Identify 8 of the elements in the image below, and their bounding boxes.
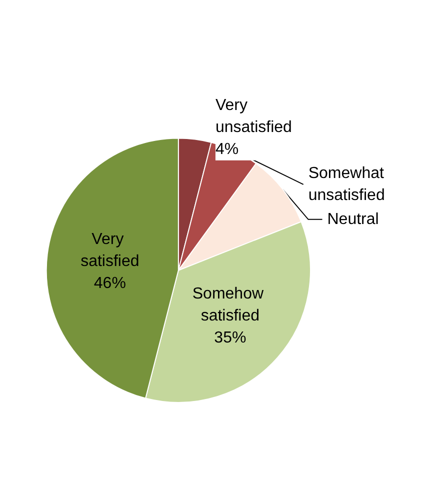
slice-label: Very unsatisfied [215, 96, 292, 136]
slice-label: Neutral [327, 210, 379, 228]
slice-label: Somewhat unsatisfied [308, 164, 388, 204]
slice-label: Very satisfied [80, 231, 140, 270]
slice-label: Somehow satisfied [192, 286, 268, 324]
data-label: 46% [94, 275, 126, 292]
data-label: 35% [214, 330, 246, 346]
data-label: 4% [215, 140, 239, 158]
